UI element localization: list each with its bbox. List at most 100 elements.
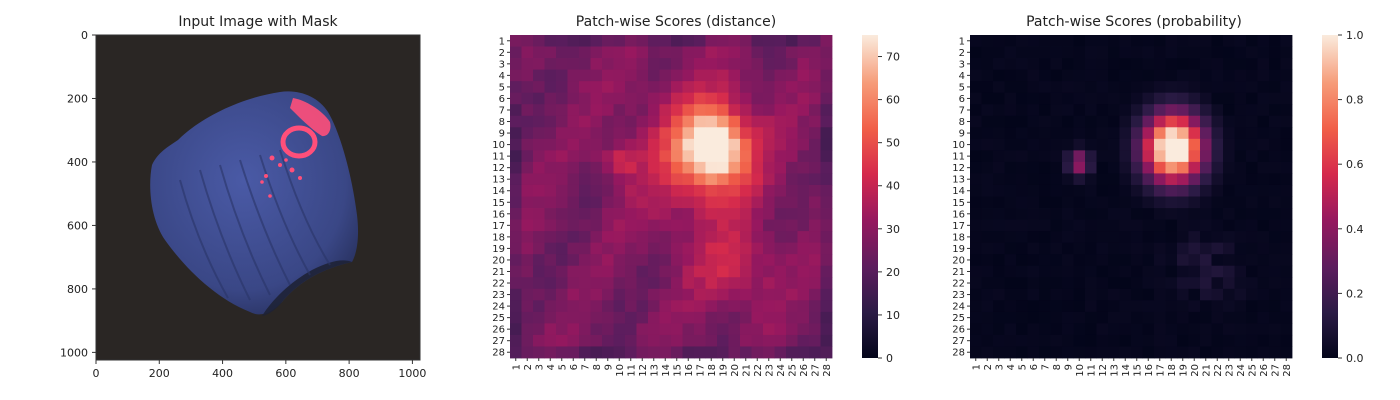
heatmap-cell [1027, 104, 1040, 117]
heatmap-cell [1142, 311, 1155, 324]
y-tick-label: 4 [499, 71, 505, 82]
heatmap-cell [1096, 173, 1109, 186]
heatmap-cell [786, 127, 798, 140]
heatmap-cell [1096, 196, 1109, 209]
heatmap-cell [1016, 208, 1028, 220]
y-tick-label: 19 [492, 244, 505, 255]
heatmap-cell [659, 323, 672, 336]
colorbar-tick-label: 50 [886, 137, 900, 150]
heatmap-cell [740, 265, 752, 278]
heatmap-cell [1211, 150, 1224, 163]
heatmap-cell [1142, 35, 1155, 47]
heatmap-cell [521, 277, 534, 290]
heatmap-cell [1234, 104, 1247, 117]
heatmap-cell [970, 196, 982, 209]
heatmap-cell [1142, 208, 1155, 220]
heatmap-cell [682, 173, 695, 186]
heatmap-cell [820, 150, 833, 163]
x-tick-label: 15 [672, 364, 683, 377]
heatmap-cell [1096, 288, 1109, 301]
heatmap-cell [510, 277, 522, 290]
y-tick-label: 18 [952, 232, 965, 243]
heatmap-cell [636, 150, 649, 163]
heatmap-cell [751, 138, 764, 151]
heatmap-cell [786, 161, 798, 174]
heatmap-cell [1050, 46, 1063, 59]
heatmap-cell [1142, 69, 1155, 82]
heatmap-cell [820, 288, 833, 301]
panel3-title: Patch-wise Scores (probability) [1026, 14, 1242, 30]
heatmap-cell [763, 334, 775, 347]
heatmap-cell [1131, 81, 1143, 94]
x-tick-label: 14 [1121, 364, 1132, 377]
heatmap-cell [1039, 346, 1051, 359]
heatmap-cell [1108, 346, 1120, 359]
heatmap-cell [613, 127, 626, 140]
heatmap-cell [1223, 92, 1235, 105]
colorbar-tick-label: 0.6 [1346, 158, 1364, 171]
heatmap-cell [1062, 242, 1074, 255]
heatmap-cell [625, 254, 637, 267]
heatmap-cell [809, 58, 821, 71]
heatmap-cell [682, 208, 695, 220]
heatmap-cell [613, 242, 626, 255]
heatmap-cell [774, 184, 787, 197]
heatmap-cell [1039, 115, 1051, 128]
heatmap-cell [1016, 196, 1028, 209]
heatmap-cell [705, 208, 718, 220]
heatmap-cell [1119, 334, 1132, 347]
heatmap-cell [1165, 35, 1178, 47]
heatmap-cell [1200, 346, 1212, 359]
x-tick-label: 28 [822, 364, 833, 377]
heatmap-cell [1269, 35, 1281, 47]
heatmap-cell [1154, 288, 1166, 301]
heatmap-cell [1234, 46, 1247, 59]
heatmap-cell [1165, 334, 1178, 347]
heatmap-cell [694, 346, 706, 359]
heatmap-cell [993, 300, 1005, 313]
heatmap-cell [1096, 46, 1109, 59]
heatmap-cell [970, 208, 982, 220]
heatmap-cell [1280, 173, 1293, 186]
heatmap-cell [993, 196, 1005, 209]
y-tick-label: 23 [492, 290, 505, 301]
heatmap-cell [1108, 265, 1120, 278]
heatmap-cell [1188, 127, 1201, 140]
heatmap-cell [970, 231, 982, 244]
heatmap-cell [590, 184, 603, 197]
panel-probability-heatmap: Patch-wise Scores (probability) 11223344… [952, 14, 1363, 377]
heatmap-cell [728, 231, 741, 244]
heatmap-cell [590, 231, 603, 244]
heatmap-cell [510, 208, 522, 220]
heatmap-cell [590, 208, 603, 220]
heatmap-cell [1280, 161, 1293, 174]
heatmap-cell [1108, 311, 1120, 324]
heatmap-cell [1050, 150, 1063, 163]
x-tick-label: 18 [707, 364, 718, 377]
heatmap-cell [1165, 219, 1178, 232]
heatmap-cell [751, 311, 764, 324]
heatmap-cell [694, 288, 706, 301]
heatmap-cell [510, 92, 522, 105]
heatmap-cell [1073, 346, 1086, 359]
heatmap-cell [590, 346, 603, 359]
heatmap-cell [717, 104, 729, 117]
heatmap-cell [1142, 196, 1155, 209]
heatmap-cell [1234, 323, 1247, 336]
heatmap-cell [1211, 254, 1224, 267]
heatmap-cell [1211, 196, 1224, 209]
heatmap-cell [1257, 346, 1270, 359]
heatmap-cell [1269, 277, 1281, 290]
heatmap-cell [1269, 92, 1281, 105]
heatmap-cell [1142, 265, 1155, 278]
heatmap-cell [1269, 254, 1281, 267]
x-tick-label: 10 [615, 364, 626, 377]
heatmap-cell [694, 46, 706, 59]
heatmap-cell [1211, 92, 1224, 105]
heatmap-cell [1188, 46, 1201, 59]
heatmap-cell [1188, 69, 1201, 82]
heatmap-cell [717, 254, 729, 267]
heatmap-cell [556, 161, 568, 174]
heatmap-cell [1050, 127, 1063, 140]
heatmap-cell [1073, 277, 1086, 290]
